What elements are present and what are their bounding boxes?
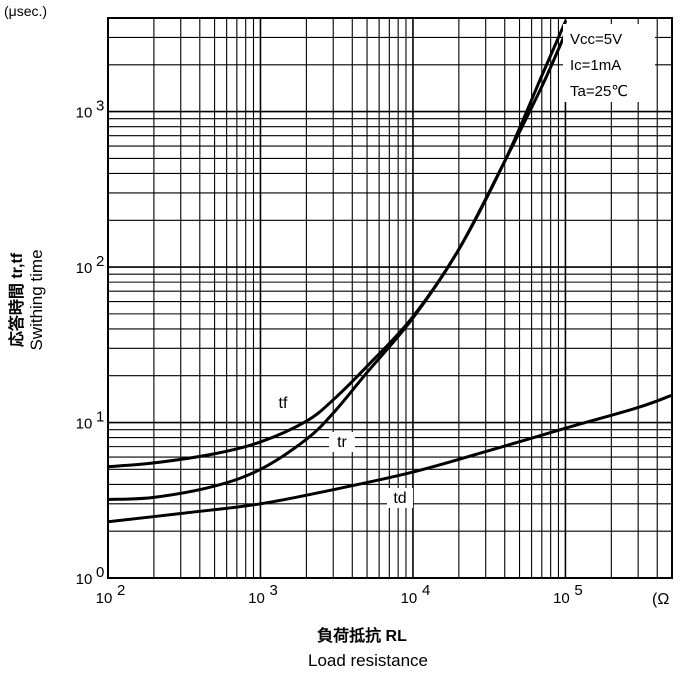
conditions-box: Vcc=5V Ic=1mA Ta=25℃ [563, 24, 655, 102]
series-label-background [270, 393, 296, 413]
x-tick-label: 10 [553, 590, 570, 607]
series-line-tr [108, 31, 567, 501]
grid [107, 17, 673, 579]
x-tick-exponent: 3 [269, 582, 277, 599]
x-axis-label-en: Load resistance [308, 651, 428, 670]
series-labels: tf tr td [270, 393, 413, 508]
x-unit-label: (Ω [652, 591, 669, 608]
x-tick-label: 10 [401, 590, 418, 607]
y-tick-label: 10 [76, 571, 93, 588]
plot-frame [107, 17, 673, 579]
tick-labels: 10 2 10 3 10 4 10 510 010 110 210 3 [76, 98, 583, 607]
series-label-background [329, 432, 355, 452]
series-label-background [387, 488, 413, 508]
condition-label: Ta=25℃ [570, 83, 628, 100]
y-tick-label: 10 [76, 260, 93, 277]
x-tick-exponent: 4 [422, 582, 430, 599]
conditions-background [563, 24, 655, 102]
y-unit-label: (μsec.) [4, 3, 47, 19]
series-label-tr: tr [337, 434, 347, 451]
x-tick-exponent: 2 [117, 582, 125, 599]
y-axis-label-jp: 応答時間 tr,tf [7, 252, 26, 347]
condition-label: Vcc=5V [570, 31, 622, 48]
series-label-td: td [393, 490, 406, 507]
x-tick-label: 10 [96, 590, 113, 607]
series-line-tf [108, 19, 567, 469]
series-line-td [108, 393, 672, 524]
x-tick-label: 10 [248, 590, 265, 607]
series-label-tf: tf [279, 395, 288, 412]
series-lines [108, 19, 672, 524]
y-axis-label-en: Swithing time [27, 249, 46, 350]
y-tick-label: 10 [76, 416, 93, 433]
x-axis-label-jp: 負荷抵抗 RL [317, 626, 407, 645]
y-tick-exponent: 3 [96, 98, 104, 115]
x-tick-exponent: 5 [574, 582, 582, 599]
y-tick-exponent: 0 [96, 564, 104, 581]
y-tick-label: 10 [76, 105, 93, 122]
y-tick-exponent: 1 [96, 409, 104, 426]
condition-label: Ic=1mA [570, 57, 621, 74]
y-tick-exponent: 2 [96, 253, 104, 270]
